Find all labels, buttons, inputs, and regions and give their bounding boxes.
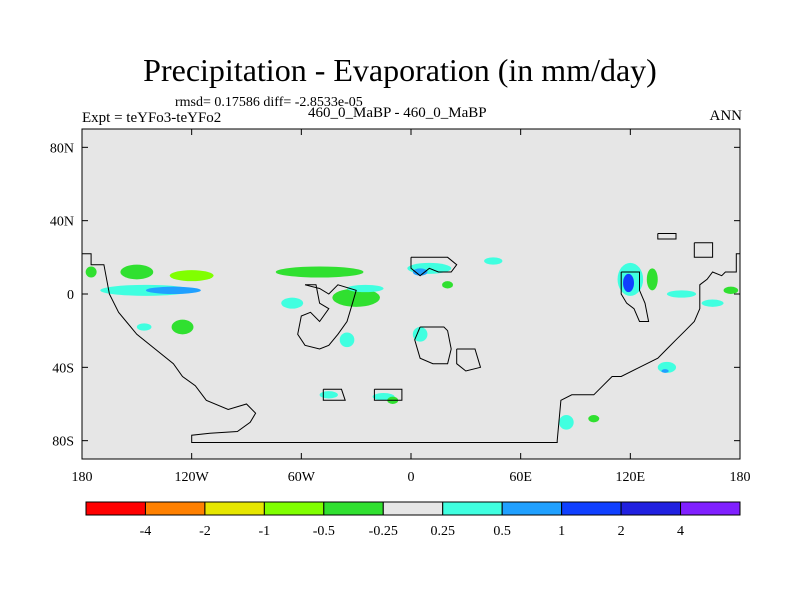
x-tick-label: 180	[730, 470, 751, 485]
x-tick-label: 120E	[616, 470, 646, 485]
season-label: ANN	[709, 108, 743, 124]
contour-west-pacific-green-2	[646, 268, 658, 291]
colorbar-label: 0.25	[430, 524, 455, 539]
coastline-south-small-1	[322, 388, 346, 401]
chart-title: Precipitation - Evaporation (in mm/day)	[143, 52, 657, 88]
colorbar-swatch	[501, 501, 563, 516]
colorbar-swatch	[204, 501, 265, 516]
contour-far-east-cyan	[701, 299, 724, 307]
colorbar-swatch	[382, 501, 444, 516]
coastline-south-small-2	[373, 388, 403, 401]
colorbar-swatch	[442, 501, 503, 516]
contour-tropical-pacific-north-band	[120, 264, 154, 280]
colorbar-swatch	[323, 501, 384, 516]
contour-south-pacific-cyan	[136, 323, 152, 331]
coastline-gondwana-west-coast	[82, 253, 740, 443]
coastline-north-island-1	[410, 256, 458, 277]
coastline-north-east-block	[693, 242, 714, 258]
contour-south-pacific-green	[171, 319, 194, 335]
contour-atlantic-west-cyan	[281, 297, 304, 309]
coastline-east-africa	[456, 348, 482, 372]
y-tick-label: 80S	[52, 435, 74, 450]
x-tick-label: 60E	[509, 470, 532, 485]
colorbar-label: -0.5	[313, 524, 335, 539]
contour-southern-ocean-cyan	[559, 415, 574, 430]
colorbar-label: -0.25	[369, 524, 398, 539]
contour-south-america-cyan	[339, 332, 355, 348]
stats-text: rmsd= 0.17586 diff= -2.8533e-05	[175, 95, 363, 110]
contour-atlantic-north-band	[275, 266, 364, 278]
contour-atlantic-south-band	[332, 288, 380, 307]
contour-indian-ocean-green	[442, 281, 454, 289]
y-tick-label: 0	[67, 288, 74, 303]
contour-east-pacific-green	[169, 270, 214, 282]
colorbar-swatch	[85, 501, 146, 516]
colorbar-label: 2	[618, 524, 625, 539]
contour-southern-ocean-green	[588, 415, 600, 423]
contour-west-pacific-blue	[623, 273, 634, 293]
experiment-label: Expt = teYFo3-teYFo2	[82, 110, 222, 126]
x-tick-label: 60W	[288, 470, 316, 485]
y-tick-label: 80N	[50, 141, 74, 156]
contour-atlantic-cyan	[347, 284, 384, 293]
contour-australia-east-blue	[661, 369, 669, 373]
x-tick-label: 180	[72, 470, 93, 485]
contour-far-east-green	[723, 286, 739, 295]
colorbar-label: -1	[259, 524, 271, 539]
coastline-north-island-2	[297, 284, 357, 350]
colorbar-label: -4	[140, 524, 152, 539]
coastline-africa-block	[414, 326, 452, 365]
coastline-north-strip	[657, 233, 677, 240]
x-tick-label: 0	[408, 470, 415, 485]
colorbar-swatch	[561, 501, 622, 516]
contour-tropical-pacific-core	[145, 286, 201, 295]
colorbar-label: 1	[558, 524, 565, 539]
y-tick-label: 40S	[52, 361, 74, 376]
coastline-asia-block	[620, 271, 650, 322]
colorbar-label: 4	[677, 524, 684, 539]
colorbar-swatch	[144, 501, 206, 516]
colorbar-swatch	[263, 501, 325, 516]
colorbar-label: -2	[199, 524, 211, 539]
contour-southern-africa-cyan	[412, 327, 428, 342]
period-label: 460_0_MaBP - 460_0_MaBP	[308, 105, 487, 121]
colorbar-swatch	[680, 501, 741, 516]
contour-north-pacific-cyan	[666, 290, 697, 298]
contour-africa-north-blue	[412, 268, 428, 276]
y-tick-label: 40N	[50, 215, 74, 230]
contour-west-pacific-green	[85, 266, 97, 278]
x-tick-label: 120W	[175, 470, 210, 485]
contour-south-ocean-cyan-west	[319, 391, 338, 399]
contour-east-africa-cyan	[484, 257, 503, 265]
colorbar-swatch	[620, 501, 682, 516]
colorbar-label: 0.5	[493, 524, 511, 539]
